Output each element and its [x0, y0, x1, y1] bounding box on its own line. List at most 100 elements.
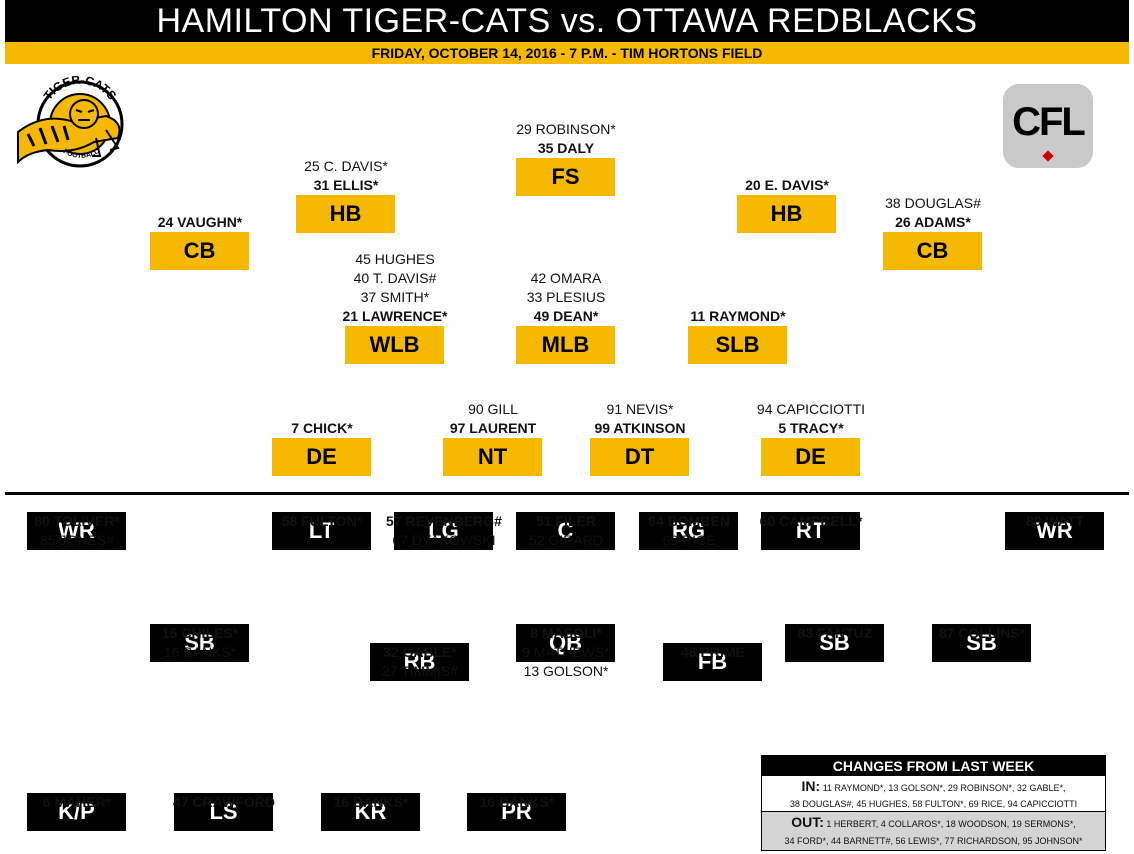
starter-player: 16 BANKS* — [479, 794, 555, 810]
depth-names: 45 HUGHES 40 T. DAVIS# 37 SMITH* 21 LAWRENC… — [305, 250, 485, 326]
starter-player: 21 LAWRENCE* — [342, 308, 448, 324]
backup-player: 13 GOLSON* — [523, 663, 609, 679]
starter-player: 58 FULTON* — [281, 513, 363, 529]
position-label: RB — [370, 643, 469, 681]
depth-names: 32 GABLE* 27 TIMMIS# — [330, 643, 510, 681]
depth-names: 20 E. DAVIS* — [697, 176, 877, 195]
position-label: LT — [272, 512, 371, 550]
depth-names: 51 FILER 52 GIRARD — [476, 512, 656, 550]
starter-player: 60 CAMPBELL* — [759, 513, 863, 529]
changes-in: IN: 11 RAYMOND*, 13 GOLSON*, 29 ROBINSON… — [762, 776, 1105, 812]
position-label: K/P — [27, 793, 126, 831]
depth-names: 38 DOUGLAS# 26 ADAMS* — [843, 194, 1023, 232]
position-label: MLB — [516, 326, 615, 364]
position-label: WLB — [345, 326, 444, 364]
position-label: KR — [321, 793, 420, 831]
position-label: CB — [150, 232, 249, 270]
game-info: FRIDAY, OCTOBER 14, 2016 - 7 P.M. - TIM … — [5, 42, 1129, 64]
starter-player: 16 BANKS* — [333, 794, 409, 810]
starter-player: 47 CRAWFORD — [173, 794, 275, 810]
starter-player: 51 FILER — [536, 513, 596, 529]
position-label: RG — [639, 512, 738, 550]
depth-names: 11 RAYMOND* — [648, 307, 828, 326]
depth-names: 24 VAUGHN* — [110, 213, 290, 232]
backup-player: 29 ROBINSON* — [516, 121, 616, 137]
backup-player: 40 T. DAVIS# — [353, 270, 437, 286]
depth-names: 6 MAHER* — [0, 793, 167, 812]
position-label: SB — [150, 624, 249, 662]
starter-player: 99 ATKINSON — [594, 420, 686, 436]
position-label: LG — [394, 512, 493, 550]
depth-names: 64 BOMBEN 69 RICE — [599, 512, 779, 550]
depth-names: 25 C. DAVIS* 31 ELLIS* — [256, 157, 436, 195]
position-label: C — [516, 512, 615, 550]
backup-player: 27 TIMMIS# — [382, 663, 458, 679]
position-label: RT — [761, 512, 860, 550]
depth-names: 90 GILL 97 LAURENT — [403, 400, 583, 438]
line-of-scrimmage — [5, 492, 1129, 495]
position-label: DE — [761, 438, 860, 476]
changes-in-line: 11 RAYMOND*, 13 GOLSON*, 29 ROBINSON*, 3… — [822, 783, 1066, 793]
depth-names: 60 CAMPBELL* — [721, 512, 901, 531]
position-label: DE — [272, 438, 371, 476]
starter-player: 35 DALY — [537, 140, 595, 156]
starter-player: 11 RAYMOND* — [690, 308, 786, 324]
starter-player: 32 GABLE* — [383, 644, 457, 660]
backup-player: 69 RICE — [662, 532, 716, 548]
changes-out-line: 34 FORD*, 44 BARNETT#, 56 LEWIS*, 77 RIC… — [784, 836, 1083, 846]
depth-names: 46 PRIME — [623, 643, 803, 662]
depth-names: 57 REVENBERG# 67 DYAKOWSKI — [354, 512, 534, 550]
starter-player: 8 MASOLI* — [530, 625, 602, 641]
depth-names: 83 FANTUZ — [745, 624, 925, 643]
position-label: FB — [663, 643, 762, 681]
changes-out-line: 1 HERBERT, 4 COLLAROS*, 18 WOODSON, 19 S… — [826, 819, 1076, 829]
starter-player: 24 VAUGHN* — [157, 214, 243, 230]
backup-player: 67 DYAKOWSKI — [392, 532, 496, 548]
starter-player: 6 MAHER* — [42, 794, 112, 810]
depth-names: 80 TOLIVER* 85 JONES# — [0, 512, 167, 550]
starter-player: 7 CHICK* — [291, 420, 353, 436]
cfl-logo-text: CFL — [1012, 100, 1086, 144]
position-label: WR — [1005, 512, 1104, 550]
starter-player: 80 TOLIVER* — [34, 513, 120, 529]
position-label: NT — [443, 438, 542, 476]
starter-player: 5 TRACY* — [778, 420, 844, 436]
starter-player: 26 ADAMS* — [895, 214, 971, 230]
backup-player: 38 DOUGLAS# — [885, 195, 981, 211]
backup-player: 90 GILL — [468, 401, 518, 417]
depth-names: 94 CAPICCIOTTI 5 TRACY* — [721, 400, 901, 438]
changes-panel: CHANGES FROM LAST WEEK IN: 11 RAYMOND*, … — [761, 755, 1106, 851]
position-label: FS — [516, 158, 615, 196]
backup-player: 37 SMITH* — [360, 289, 430, 305]
changes-out-label: OUT: — [791, 814, 824, 830]
position-label: HB — [737, 195, 836, 233]
depth-names: 15 CHILES* 16 BANKS* — [110, 624, 290, 662]
backup-player: 91 NEVIS* — [606, 401, 674, 417]
depth-names: 8 MASOLI* 9 MATHEWS* 13 GOLSON* — [476, 624, 656, 681]
backup-player: 9 MATHEWS* — [522, 644, 610, 660]
changes-in-line: 38 DOUGLAS#, 45 HUGHES, 58 FULTON*, 69 R… — [789, 799, 1078, 809]
position-label: SB — [932, 624, 1031, 662]
position-label: WR — [27, 512, 126, 550]
depth-names: 91 NEVIS* 99 ATKINSON — [550, 400, 730, 438]
maple-leaf-icon — [1042, 150, 1054, 162]
changes-title: CHANGES FROM LAST WEEK — [762, 756, 1105, 776]
depth-names: 87 COLLINS* — [892, 624, 1072, 643]
depth-names: 58 FULTON* — [232, 512, 412, 531]
depth-names: 42 OMARA 33 PLESIUS 49 DEAN* — [476, 269, 656, 326]
depth-names: 29 ROBINSON* 35 DALY — [476, 120, 656, 158]
starter-player: 89 WATT — [1025, 513, 1085, 529]
backup-player: 42 OMARA — [530, 270, 602, 286]
position-label: DT — [590, 438, 689, 476]
starter-player: 31 ELLIS* — [313, 177, 379, 193]
depth-names: 89 WATT — [965, 512, 1134, 531]
position-label: LS — [174, 793, 273, 831]
starter-player: 15 CHILES* — [161, 625, 239, 641]
changes-out: OUT: 1 HERBERT, 4 COLLAROS*, 18 WOODSON,… — [762, 812, 1105, 850]
page-title: HAMILTON TIGER-CATS vs. OTTAWA REDBLACKS — [5, 0, 1129, 42]
position-label: QB — [516, 624, 615, 662]
starter-player: 97 LAURENT — [449, 420, 537, 436]
position-label: SB — [785, 624, 884, 662]
backup-player: 94 CAPICCIOTTI — [756, 401, 866, 417]
position-label: PR — [467, 793, 566, 831]
